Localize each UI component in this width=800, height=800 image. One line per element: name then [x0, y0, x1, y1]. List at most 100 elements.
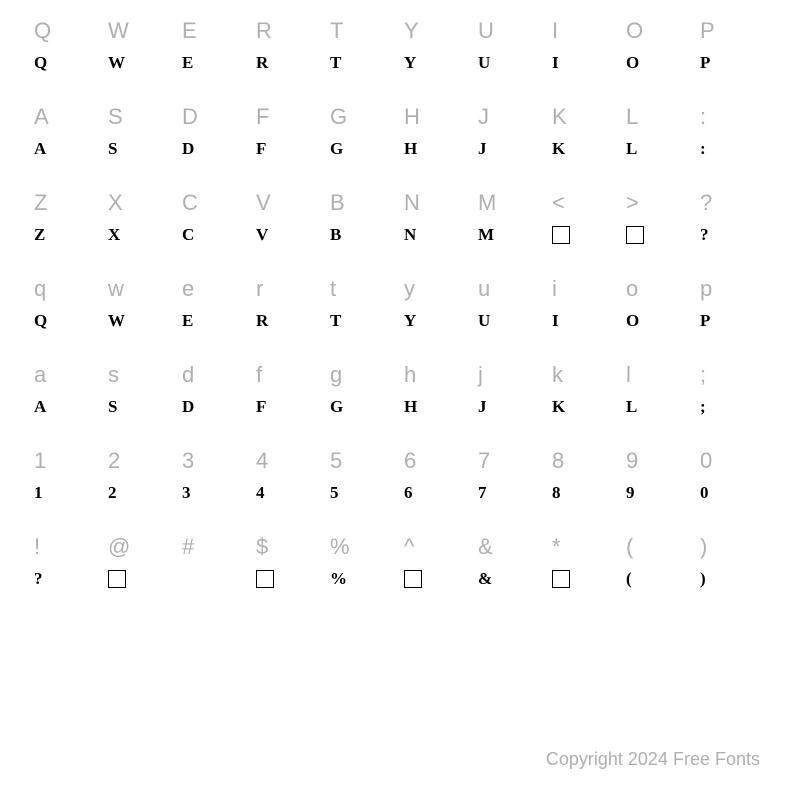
char-glyph: 6 [404, 484, 413, 501]
char-cell: qQ [30, 278, 104, 364]
char-cell: YY [400, 20, 474, 106]
char-label: C [182, 192, 198, 214]
char-label: 8 [552, 450, 564, 472]
char-glyph: K [552, 140, 566, 157]
char-cell: > [622, 192, 696, 278]
char-glyph: ? [34, 570, 43, 587]
char-cell: yY [400, 278, 474, 364]
char-label: W [108, 20, 129, 42]
char-label: N [404, 192, 420, 214]
char-label: # [182, 536, 194, 558]
char-glyph: D [182, 398, 195, 415]
char-cell: jJ [474, 364, 548, 450]
char-cell: aA [30, 364, 104, 450]
char-label: y [404, 278, 415, 300]
char-label: k [552, 364, 563, 386]
char-cell: wW [104, 278, 178, 364]
char-cell: ?? [696, 192, 770, 278]
char-glyph: 2 [108, 484, 117, 501]
char-label: g [330, 364, 342, 386]
missing-glyph-box [108, 570, 126, 588]
char-label: 2 [108, 450, 120, 472]
char-glyph: ; [700, 398, 706, 415]
char-cell: JJ [474, 106, 548, 192]
char-cell: TT [326, 20, 400, 106]
char-glyph: U [478, 54, 491, 71]
char-label: R [256, 20, 272, 42]
char-cell: PP [696, 20, 770, 106]
char-label: 9 [626, 450, 638, 472]
char-glyph: O [626, 54, 640, 71]
char-label: @ [108, 536, 130, 558]
char-label: l [626, 364, 631, 386]
char-label: 6 [404, 450, 416, 472]
char-label: o [626, 278, 638, 300]
char-cell: !? [30, 536, 104, 622]
char-cell: LL [622, 106, 696, 192]
char-cell: @ [104, 536, 178, 622]
char-label: ( [626, 536, 633, 558]
char-glyph: V [256, 226, 269, 243]
char-label: Y [404, 20, 419, 42]
char-glyph: T [330, 312, 342, 329]
char-cell: hH [400, 364, 474, 450]
char-cell: 44 [252, 450, 326, 536]
char-label: I [552, 20, 558, 42]
char-label: t [330, 278, 336, 300]
char-label: ) [700, 536, 707, 558]
char-cell: CC [178, 192, 252, 278]
char-label: r [256, 278, 263, 300]
char-label: E [182, 20, 197, 42]
char-glyph: ? [700, 226, 709, 243]
char-cell: KK [548, 106, 622, 192]
char-label: $ [256, 536, 268, 558]
char-cell: fF [252, 364, 326, 450]
char-glyph: O [626, 312, 640, 329]
char-glyph: A [34, 140, 47, 157]
char-cell: kK [548, 364, 622, 450]
char-label: ? [700, 192, 712, 214]
char-glyph: I [552, 54, 559, 71]
char-cell: dD [178, 364, 252, 450]
char-glyph: Y [404, 312, 417, 329]
char-glyph: D [182, 140, 195, 157]
char-cell: 33 [178, 450, 252, 536]
char-label: L [626, 106, 638, 128]
char-glyph: Y [404, 54, 417, 71]
char-label: D [182, 106, 198, 128]
char-cell: 77 [474, 450, 548, 536]
char-glyph: P [700, 312, 711, 329]
char-label: G [330, 106, 347, 128]
char-glyph: ) [700, 570, 706, 587]
char-glyph: Z [34, 226, 46, 243]
missing-glyph-box [404, 570, 422, 588]
char-label: % [330, 536, 350, 558]
char-cell: OO [622, 20, 696, 106]
char-cell: FF [252, 106, 326, 192]
char-cell: RR [252, 20, 326, 106]
char-label: : [700, 106, 706, 128]
char-glyph: L [626, 398, 638, 415]
char-cell: II [548, 20, 622, 106]
char-cell: WW [104, 20, 178, 106]
char-glyph: E [182, 54, 194, 71]
char-glyph: X [108, 226, 121, 243]
char-cell: (( [622, 536, 696, 622]
char-glyph: 3 [182, 484, 191, 501]
char-cell: # [178, 536, 252, 622]
char-glyph: 8 [552, 484, 561, 501]
char-label: U [478, 20, 494, 42]
copyright-text: Copyright 2024 Free Fonts [546, 749, 760, 770]
char-cell: :: [696, 106, 770, 192]
char-cell: BB [326, 192, 400, 278]
char-cell: 11 [30, 450, 104, 536]
char-glyph: % [330, 570, 348, 587]
char-cell: eE [178, 278, 252, 364]
char-glyph: K [552, 398, 566, 415]
char-glyph: T [330, 54, 342, 71]
char-glyph: : [700, 140, 706, 157]
char-label: 3 [182, 450, 194, 472]
char-label: ^ [404, 536, 414, 558]
missing-glyph-box [626, 226, 644, 244]
char-label: X [108, 192, 123, 214]
